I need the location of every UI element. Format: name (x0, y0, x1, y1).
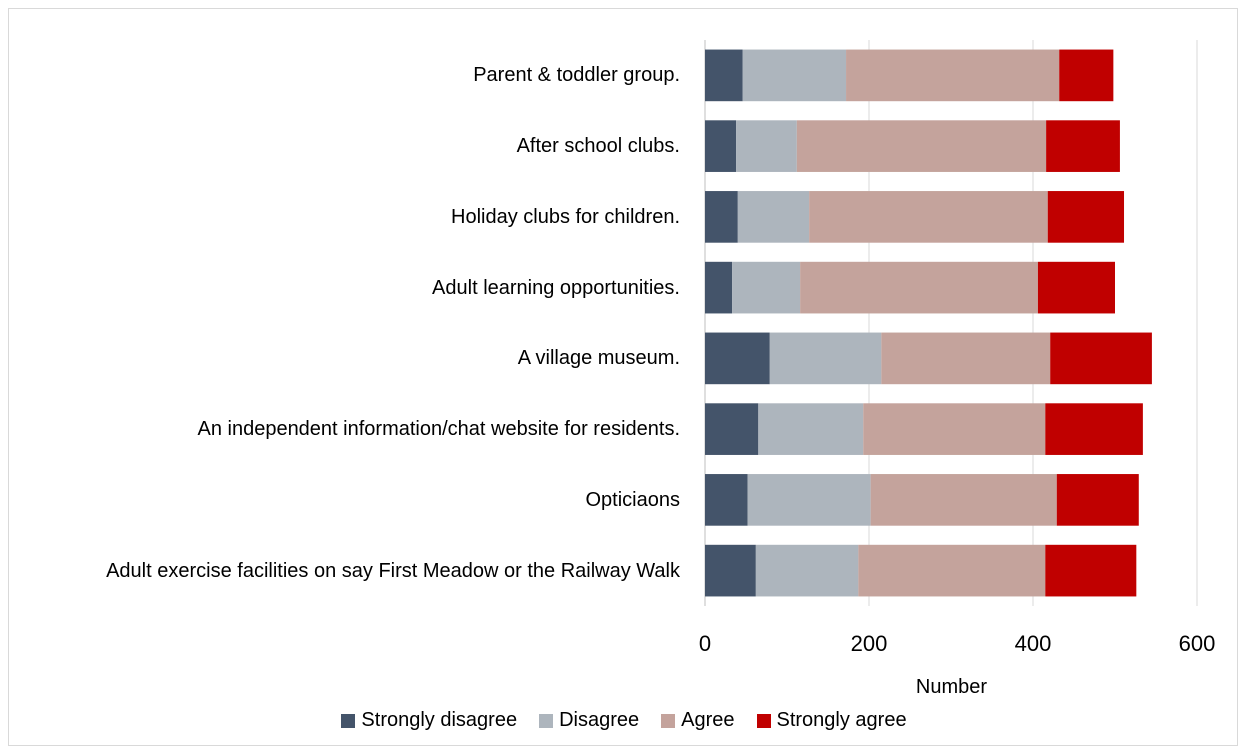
x-tick-label: 400 (1015, 631, 1052, 656)
category-label: Parent & toddler group. (90, 62, 680, 88)
bar-segment (1047, 191, 1125, 243)
x-tick-label: 200 (851, 631, 888, 656)
bar-segment (858, 544, 1046, 597)
category-label-text: An independent information/chat website … (197, 418, 680, 441)
legend-swatch (661, 713, 676, 728)
x-tick-label: 600 (1179, 631, 1216, 656)
bar-segment (705, 191, 738, 243)
category-label: Adult exercise facilities on say First M… (90, 558, 680, 584)
bar-segment (705, 120, 737, 172)
bar-segment (809, 191, 1048, 243)
bar-segment (870, 474, 1057, 526)
bar-segment (732, 261, 801, 314)
category-label: Holiday clubs for children. (90, 204, 680, 230)
legend-label: Disagree (559, 709, 640, 731)
x-tick-label: 0 (699, 631, 711, 656)
bar-segment (705, 544, 756, 597)
bar-segment (800, 261, 1038, 314)
legend: Strongly disagree Disagree Agree Strongly a… (0, 709, 1248, 732)
legend-item: Disagree (539, 709, 639, 732)
bar-segment (705, 474, 748, 526)
bar-segment (863, 403, 1046, 455)
bar-segment (769, 332, 882, 385)
legend-swatch (756, 713, 771, 728)
legend-item: Strongly agree (756, 709, 907, 732)
bar-segment (758, 403, 864, 455)
bar-segment (747, 474, 871, 526)
bar-segment (705, 49, 743, 102)
category-label-text: Holiday clubs for children. (451, 205, 680, 228)
category-label: A village museum. (90, 345, 680, 371)
legend-item: Agree (661, 709, 735, 732)
category-label-text: Adult learning opportunities. (432, 276, 680, 299)
bar-segment (1045, 544, 1137, 597)
bar-segment (1056, 474, 1139, 526)
bar-segment (846, 49, 1060, 102)
bar-segment (1037, 261, 1115, 314)
chart-frame (8, 8, 1238, 746)
bar-segment (796, 120, 1047, 172)
x-axis-label: Number (915, 676, 988, 698)
legend-label: Agree (681, 709, 735, 731)
category-label: After school clubs. (90, 133, 680, 159)
category-label-text: Opticiaons (585, 488, 681, 511)
category-label: Opticiaons (90, 487, 681, 513)
bar-segment (1046, 120, 1120, 172)
bar-segment (705, 332, 770, 385)
bar-segment (742, 49, 847, 102)
bar-segment (881, 332, 1051, 385)
bar-segment (705, 403, 759, 455)
category-label: An independent information/chat website … (90, 416, 680, 442)
legend-swatch (539, 713, 554, 728)
bar-segment (736, 120, 797, 172)
category-label: Adult learning opportunities. (90, 275, 680, 301)
category-label-text: A village museum. (517, 347, 680, 370)
bar-segment (737, 191, 810, 243)
bar-segment (705, 261, 733, 314)
legend-item: Strongly disagree (341, 709, 517, 732)
category-label-text: Adult exercise facilities on say First M… (106, 559, 680, 582)
bar-segment (1059, 49, 1114, 102)
category-label-text: Parent & toddler group. (473, 64, 680, 87)
bar-segment (1050, 332, 1152, 385)
bar-segment (755, 544, 859, 597)
legend-label: Strongly disagree (361, 709, 518, 731)
legend-label: Strongly agree (776, 709, 907, 731)
category-label-text: After school clubs. (516, 135, 680, 158)
bar-segment (1045, 403, 1143, 455)
legend-swatch (341, 713, 356, 728)
